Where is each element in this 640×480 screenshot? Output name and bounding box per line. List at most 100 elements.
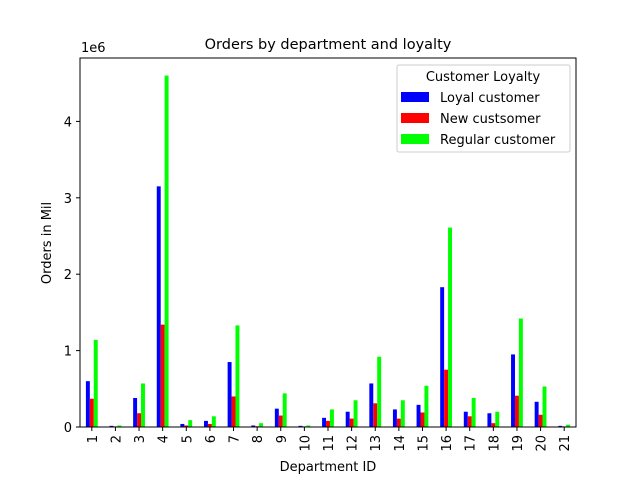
bar-regular-customer-11 [329, 409, 334, 427]
x-tick-label-3: 3 [133, 435, 148, 443]
bar-regular-customer-4 [164, 75, 169, 427]
y-tick-label-2: 2 [64, 268, 72, 283]
legend-label-2: New custsomer [440, 112, 541, 127]
bar-loyal-customer-10 [298, 425, 303, 427]
bar-regular-customer-16 [448, 227, 452, 427]
x-tick-label-21: 21 [558, 435, 573, 452]
bar-new-custsomer-4 [160, 324, 165, 427]
bar-loyal-customer-12 [345, 411, 350, 427]
bar-loyal-customer-19 [511, 354, 515, 427]
x-tick-label-16: 16 [440, 435, 455, 452]
x-tick-label-10: 10 [298, 435, 313, 452]
bar-loyal-customer-8 [251, 425, 256, 427]
legend-title: Customer Loyalty [426, 70, 541, 85]
legend-label-3: Regular customer [440, 133, 556, 148]
bar-loyal-customer-20 [534, 401, 539, 427]
bar-new-custsomer-15 [420, 412, 425, 427]
y-scale-label: 1e6 [81, 41, 106, 56]
bar-regular-customer-12 [353, 400, 358, 427]
bar-loyal-customer-2 [109, 425, 114, 427]
bar-regular-customer-15 [424, 385, 429, 427]
bar-loyal-customer-15 [416, 404, 421, 427]
bar-loyal-customer-5 [180, 423, 185, 427]
bar-new-custsomer-11 [326, 420, 330, 427]
bar-regular-customer-13 [377, 356, 382, 427]
x-tick-label-18: 18 [487, 435, 502, 452]
bar-regular-customer-8 [259, 423, 264, 427]
bar-loyal-customer-17 [463, 411, 468, 427]
x-tick-label-6: 6 [204, 435, 219, 443]
x-tick-label-4: 4 [157, 435, 172, 443]
legend: Customer Loyalty Loyal customer New custs… [396, 64, 571, 153]
x-tick-label-5: 5 [180, 435, 195, 443]
x-tick-label-17: 17 [464, 435, 479, 452]
chart-title: Orders by department and loyalty [205, 37, 452, 53]
bar-loyal-customer-21 [558, 425, 563, 427]
legend-swatch-1 [401, 92, 429, 102]
bar-new-custsomer-12 [349, 418, 354, 427]
x-tick-label-20: 20 [535, 435, 550, 452]
x-tick-label-8: 8 [251, 435, 266, 443]
x-tick-label-9: 9 [275, 435, 290, 443]
bar-regular-customer-5 [188, 420, 193, 427]
x-tick-label-7: 7 [228, 435, 243, 443]
y-tick-label-3: 3 [64, 192, 72, 207]
bar-loyal-customer-3 [133, 397, 138, 427]
legend-box [396, 64, 571, 153]
legend-label-1: Loyal customer [440, 91, 540, 106]
bar-new-custsomer-14 [396, 418, 401, 427]
bar-new-custsomer-3 [137, 413, 142, 427]
x-tick-label-19: 19 [511, 435, 526, 452]
bar-new-custsomer-1 [89, 398, 94, 427]
x-tick-label-15: 15 [416, 435, 431, 452]
bar-regular-customer-2 [117, 425, 122, 427]
y-axis-label: Orders in Mil [40, 202, 55, 284]
x-axis-label: Department ID [280, 460, 377, 475]
y-tick-label-4: 4 [64, 115, 72, 130]
x-tick-label-14: 14 [393, 435, 408, 452]
bar-new-custsomer-13 [373, 403, 378, 427]
bar-loyal-customer-6 [204, 420, 208, 427]
bar-new-custsomer-7 [231, 396, 236, 427]
legend-swatch-2 [401, 113, 429, 123]
bar-regular-customer-20 [542, 386, 547, 427]
bar-loyal-customer-11 [322, 417, 327, 427]
bar-regular-customer-3 [141, 383, 145, 427]
bar-loyal-customer-16 [440, 287, 445, 427]
bar-regular-customer-14 [400, 400, 405, 427]
bar-regular-customer-10 [306, 425, 311, 427]
bar-new-custsomer-18 [491, 423, 496, 427]
y-tick-label-1: 1 [64, 345, 72, 360]
legend-entries: Loyal customer New custsomer Regular custo… [401, 91, 556, 148]
bar-regular-customer-1 [93, 339, 98, 427]
bar-loyal-customer-1 [85, 381, 90, 427]
x-tick-label-12: 12 [346, 435, 361, 452]
bar-loyal-customer-14 [392, 409, 397, 427]
bar-new-custsomer-19 [514, 395, 519, 427]
bar-new-custsomer-20 [538, 414, 543, 427]
bar-regular-customer-7 [235, 325, 240, 427]
bar-new-custsomer-5 [184, 425, 189, 427]
bar-loyal-customer-4 [156, 186, 161, 427]
bar-loyal-customer-9 [274, 408, 279, 427]
bar-new-custsomer-9 [278, 415, 283, 427]
bar-regular-customer-21 [566, 424, 571, 427]
bar-regular-customer-6 [211, 416, 216, 427]
x-tick-label-13: 13 [369, 435, 384, 452]
bar-loyal-customer-18 [487, 413, 492, 427]
bar-regular-customer-17 [471, 397, 476, 427]
bar-regular-customer-19 [518, 318, 523, 427]
x-tick-label-2: 2 [109, 435, 124, 443]
bar-loyal-customer-7 [227, 362, 232, 427]
y-tick-label-0: 0 [64, 421, 72, 436]
bar-new-custsomer-17 [467, 416, 472, 427]
bar-new-custsomer-6 [207, 423, 212, 427]
x-tick-label-11: 11 [322, 435, 337, 452]
bar-regular-customer-18 [495, 411, 500, 427]
legend-swatch-3 [401, 134, 429, 144]
x-tick-label-1: 1 [86, 435, 101, 443]
bar-regular-customer-9 [282, 393, 287, 427]
bar-new-custsomer-16 [444, 369, 449, 427]
